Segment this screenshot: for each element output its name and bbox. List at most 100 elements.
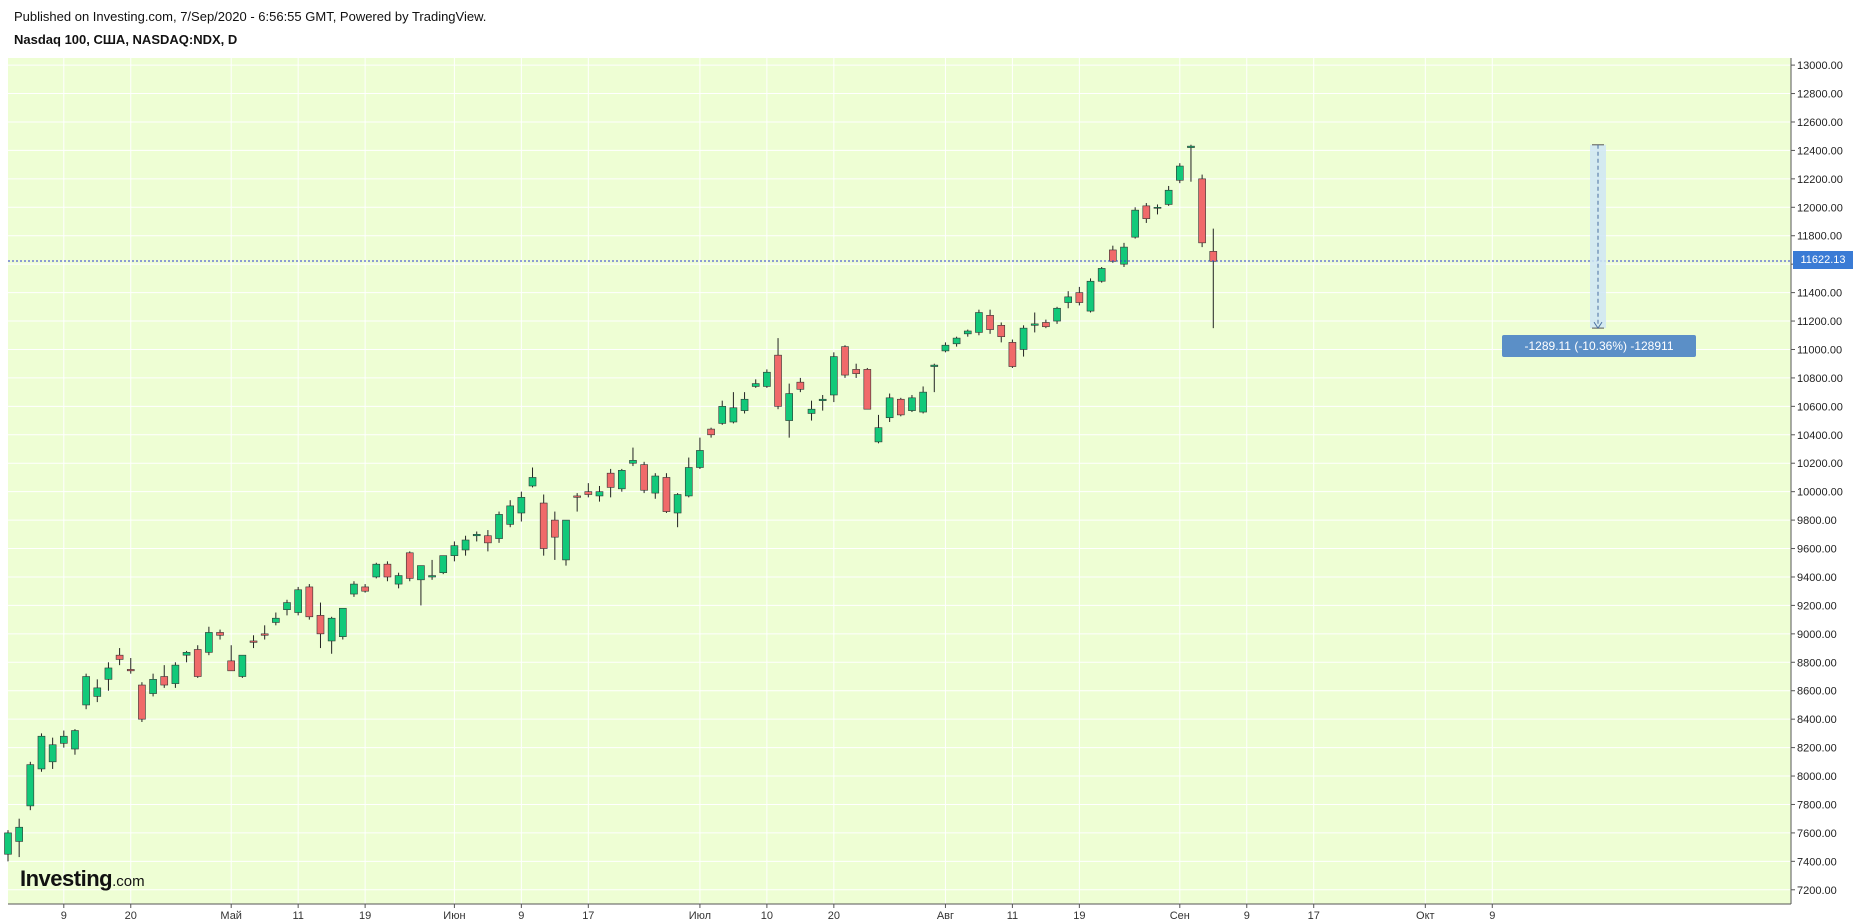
candle-up xyxy=(1131,209,1139,238)
candle-up xyxy=(952,337,961,345)
y-tick-label: 8600.00 xyxy=(1797,686,1837,698)
y-tick-label: 7800.00 xyxy=(1797,799,1837,811)
y-tick-label: 7600.00 xyxy=(1797,828,1837,840)
y-axis-panel[interactable] xyxy=(1791,58,1853,924)
candle-down xyxy=(986,315,994,330)
plot-area[interactable] xyxy=(8,58,1791,904)
candle-up xyxy=(294,589,302,613)
candle-down xyxy=(1198,178,1206,244)
x-tick-label: Сен xyxy=(1170,910,1190,922)
candle-up xyxy=(718,406,727,424)
x-tick-label: 11 xyxy=(292,910,303,922)
y-tick-label: 9800.00 xyxy=(1797,515,1837,527)
candle-down xyxy=(997,325,1006,337)
candle-down xyxy=(896,398,905,416)
y-tick-label: 8800.00 xyxy=(1797,657,1837,669)
x-tick-label: Авг xyxy=(937,910,954,922)
y-tick-label: 11400.00 xyxy=(1797,288,1842,300)
candle-up xyxy=(617,470,626,490)
candle-down xyxy=(216,632,224,636)
price-range-measure[interactable] xyxy=(1590,144,1606,329)
candle-up xyxy=(975,312,983,333)
candle-up xyxy=(807,408,816,414)
candle-up xyxy=(272,617,280,623)
candle-up xyxy=(562,519,570,561)
x-tick-label: 20 xyxy=(125,910,137,922)
candle-up xyxy=(71,730,79,750)
x-axis-ticks: 9 20 Май 11 19 Июн 9 17 Июл 10 20 Авг 11 19 Сен 9 17 Окт 9 xyxy=(61,904,1495,922)
candle-down xyxy=(126,669,135,672)
y-tick-label: 12200.00 xyxy=(1797,174,1843,186)
x-tick-label: Окт xyxy=(1416,910,1435,922)
candle-up xyxy=(517,497,526,514)
candle-down xyxy=(1042,322,1050,328)
candle-up xyxy=(673,494,682,514)
candle-up xyxy=(696,450,704,468)
candle-down xyxy=(707,428,715,436)
grid-lines xyxy=(8,58,1791,904)
y-tick-label: 8000.00 xyxy=(1797,771,1837,783)
candle-up xyxy=(472,534,481,537)
candle-down xyxy=(606,472,615,488)
candle-up xyxy=(450,545,459,556)
candle-down xyxy=(852,369,860,374)
candle-up xyxy=(1086,280,1095,312)
candle-down xyxy=(160,676,169,686)
candle-up xyxy=(1030,323,1039,326)
y-tick-label: 13000.00 xyxy=(1797,60,1843,72)
y-tick-label: 7200.00 xyxy=(1797,885,1837,897)
candle-down xyxy=(640,464,648,491)
candle-down xyxy=(138,684,146,720)
candle-up xyxy=(495,514,503,539)
candle-down xyxy=(383,563,392,578)
y-tick-label: 11200.00 xyxy=(1797,316,1842,328)
candle-up xyxy=(1097,268,1106,282)
candle-down xyxy=(227,660,235,672)
candle-up xyxy=(818,398,827,401)
candle-up xyxy=(394,575,403,585)
candle-down xyxy=(796,381,805,390)
candle-up xyxy=(82,676,90,706)
candle-up xyxy=(417,565,425,581)
candle-up xyxy=(1164,189,1173,205)
candle-up xyxy=(595,491,604,497)
candle-down xyxy=(1209,251,1218,262)
candle-up xyxy=(372,563,381,578)
candle-down xyxy=(539,502,548,549)
x-axis-panel[interactable] xyxy=(8,904,1791,924)
y-tick-label: 11000.00 xyxy=(1797,344,1842,356)
candle-up xyxy=(941,344,950,352)
candle-up xyxy=(908,397,916,411)
chart-header: Published on Investing.com, 7/Sep/2020 -… xyxy=(0,0,1853,58)
logo-suffix: .com xyxy=(112,873,145,890)
candle-down xyxy=(316,615,325,635)
candle-up xyxy=(830,356,838,396)
candle-up xyxy=(963,330,972,335)
candle-down xyxy=(1142,205,1151,219)
y-tick-label: 11800.00 xyxy=(1797,231,1842,243)
x-tick-label: Май xyxy=(220,910,242,922)
x-tick-label: 20 xyxy=(828,910,840,922)
candle-up xyxy=(338,607,347,637)
candlestick-series xyxy=(4,144,1218,862)
y-tick-label: 7400.00 xyxy=(1797,856,1837,868)
investing-logo: Investing.com xyxy=(20,866,145,892)
y-tick-label: 12400.00 xyxy=(1797,145,1843,157)
y-tick-label: 8400.00 xyxy=(1797,714,1837,726)
candle-down xyxy=(1109,249,1117,262)
candle-up xyxy=(350,583,358,595)
candle-up xyxy=(93,687,102,697)
candle-up xyxy=(1187,145,1195,148)
candle-down xyxy=(260,633,269,636)
x-tick-label: 17 xyxy=(582,910,594,922)
x-tick-label: 19 xyxy=(359,910,371,922)
candle-up xyxy=(1019,327,1028,350)
candle-up xyxy=(684,467,693,497)
candle-up xyxy=(37,735,46,770)
candle-up xyxy=(1153,206,1162,209)
candle-up xyxy=(48,744,57,763)
symbol-title: Nasdaq 100, США, NASDAQ:NDX, D xyxy=(14,32,238,47)
candle-down xyxy=(484,535,492,544)
candle-up xyxy=(4,832,12,855)
